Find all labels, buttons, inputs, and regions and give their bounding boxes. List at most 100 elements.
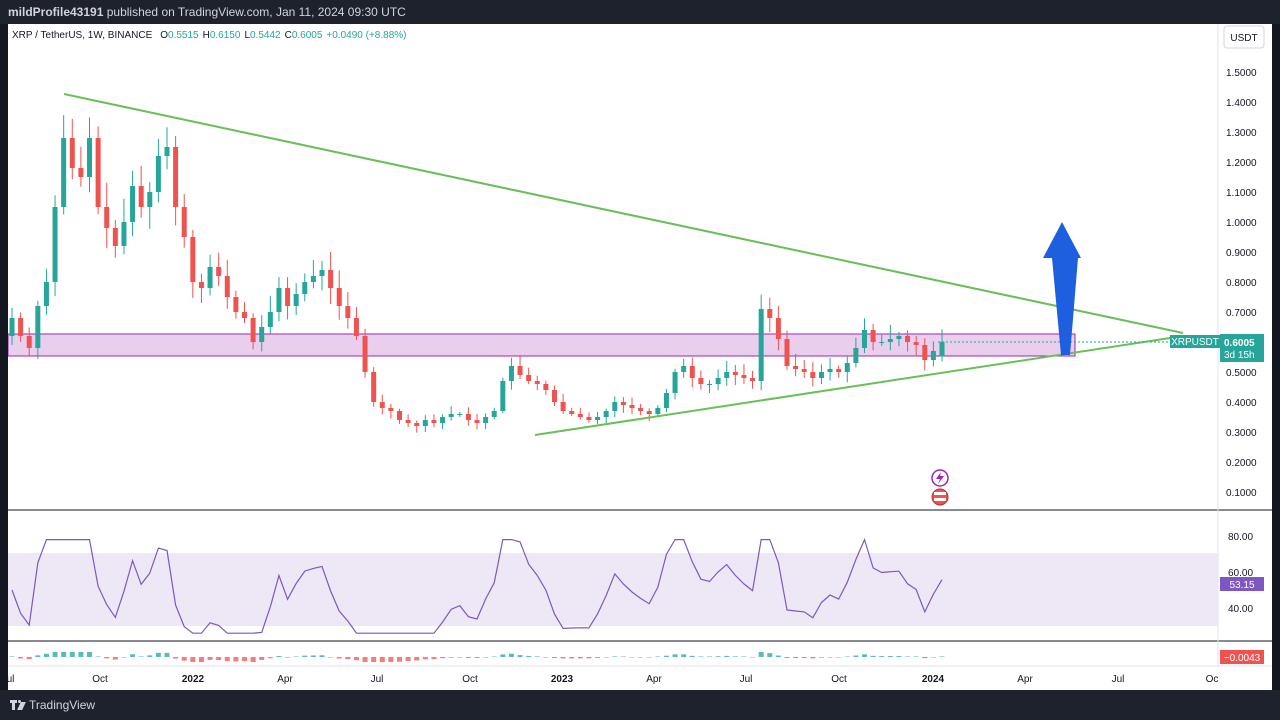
candle-body: [724, 372, 730, 378]
time-axis[interactable]: Jul Oct 2022 Apr Jul Oct 2023 Apr Jul Oct 2024 Apr J…: [8, 674, 1218, 685]
time-tick-label: Oc: [1206, 674, 1219, 685]
candle-body: [672, 372, 678, 393]
candle-body: [95, 138, 101, 207]
legend-h-label: H: [203, 30, 210, 41]
candle-body: [491, 411, 497, 417]
macd-bar: [173, 657, 179, 659]
tradingview-logo[interactable]: TradingView: [10, 697, 95, 713]
macd-bar: [767, 653, 773, 657]
macd-bar: [689, 655, 695, 657]
macd-bar: [95, 656, 101, 657]
legend: XRP / TetherUS, 1W, BINANCE O0.5515 H0.615…: [12, 30, 406, 41]
ascending-trendline[interactable]: [534, 335, 1184, 436]
chart-svg[interactable]: XRP / TetherUS, 1W, BINANCE O0.5515 H0.615…: [8, 24, 1272, 690]
rsi-line[interactable]: [11, 537, 943, 634]
price-axis[interactable]: 1.5000 1.4000 1.3000 1.2000 1.1000 1.0000 0.90…: [1226, 68, 1257, 499]
currency-button[interactable]: [1223, 25, 1265, 49]
publisher-name[interactable]: mildProfile43191: [8, 5, 104, 19]
macd-bar: [629, 657, 635, 658]
ticker-badge-text: XRPUSDT: [1171, 337, 1219, 348]
macd-bar: [913, 656, 919, 657]
candle-body: [379, 402, 385, 408]
candle-body: [9, 318, 15, 336]
macd-bar: [414, 657, 420, 661]
time-tick-label: Jul: [740, 674, 753, 685]
candle-body: [242, 312, 247, 318]
candle-body: [870, 330, 876, 342]
macd-bar: [939, 656, 945, 657]
candle-body: [328, 270, 334, 288]
macd-bar: [784, 657, 790, 659]
candle-body: [646, 411, 652, 414]
macd-bar: [18, 657, 24, 659]
macd-bar: [715, 656, 721, 657]
rsi-badge: [1220, 577, 1264, 591]
up-arrow-annotation[interactable]: [1043, 222, 1081, 355]
macd-bar: [681, 654, 687, 657]
candle-body: [681, 366, 687, 372]
candle-body: [922, 345, 928, 360]
candle-body: [732, 372, 738, 375]
candle-body: [526, 375, 532, 381]
macd-bar: [397, 657, 402, 662]
price-tick-label: 0.5000: [1226, 368, 1257, 379]
macd-bar: [483, 657, 489, 658]
macd-bar: [78, 652, 84, 657]
footer-bar: TradingView: [0, 690, 1280, 720]
chart-area[interactable]: XRP / TetherUS, 1W, BINANCE O0.5515 H0.615…: [8, 24, 1272, 690]
macd-bar: [9, 656, 15, 657]
rsi-axis[interactable]: 80.00 60.00 40.00: [1228, 532, 1253, 615]
ticker-badge: [1170, 335, 1220, 348]
macd-bar: [465, 657, 471, 658]
candle-body: [267, 312, 273, 327]
macd-bar: [586, 657, 592, 659]
macd-bar: [870, 655, 876, 657]
candle-body: [698, 378, 704, 384]
candle-body: [181, 207, 187, 237]
macd-bar: [319, 655, 325, 657]
macd-bar: [276, 655, 282, 657]
macd-bar: [52, 652, 58, 657]
candle-body: [353, 318, 359, 336]
macd-bar: [353, 657, 359, 661]
candle-body: [577, 414, 583, 417]
candle-body: [18, 318, 24, 336]
candle-body: [930, 351, 936, 360]
macd-bar: [750, 657, 756, 658]
price-tick-label: 0.8000: [1226, 278, 1257, 289]
macd-bar: [758, 652, 764, 657]
macd-bar: [164, 652, 170, 657]
candle-body: [388, 408, 394, 411]
candle-body: [939, 341, 945, 357]
candle-body: [913, 342, 919, 345]
price-tick-label: 0.1000: [1226, 488, 1257, 499]
economic-event-icon[interactable]: [931, 488, 949, 506]
candle-body: [422, 420, 428, 426]
candle-body: [534, 381, 540, 384]
support-zone: [8, 333, 1076, 357]
macd-bar: [887, 656, 893, 657]
price-tick-label: 0.7000: [1226, 308, 1257, 319]
candle-body: [345, 306, 351, 318]
lightning-icon: [936, 472, 944, 484]
macd-bar: [560, 657, 566, 659]
price-tick-label: 0.9000: [1226, 248, 1257, 259]
candle-body: [224, 276, 230, 297]
time-tick-label: Apr: [1017, 674, 1033, 685]
macd-bar: [267, 657, 273, 659]
candle-body: [302, 282, 308, 294]
candle-body: [818, 372, 824, 378]
candle-body: [130, 186, 136, 222]
time-tick-label: Oct: [92, 674, 108, 685]
macd-bar: [388, 657, 394, 662]
macd-bar: [707, 656, 712, 657]
macd-bar: [448, 657, 454, 658]
candle-body: [500, 381, 506, 411]
candle-body: [750, 378, 756, 381]
candle-body: [758, 309, 764, 381]
candle-body: [87, 138, 92, 177]
descending-trendline[interactable]: [63, 93, 1184, 334]
time-tick-label: 2022: [182, 674, 205, 685]
macd-bar: [112, 657, 118, 660]
macd-bar: [147, 655, 153, 657]
